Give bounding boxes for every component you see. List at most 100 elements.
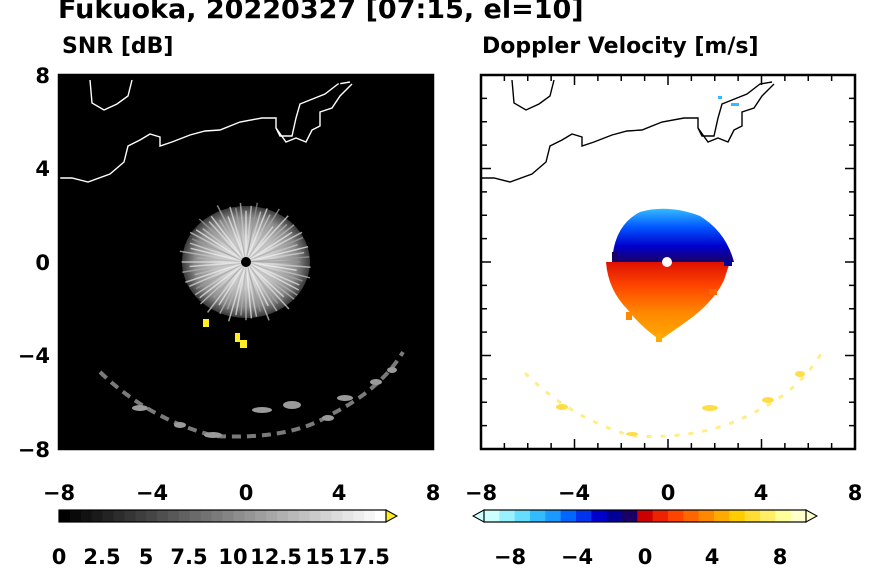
snr-echo-ray: [185, 261, 247, 284]
snr-panel-title: SNR [dB]: [62, 34, 174, 59]
snr-ytick-label: 4: [35, 157, 50, 181]
snr-ytick-label: 0: [35, 251, 50, 275]
snr-echo-ray: [207, 261, 247, 313]
doppler-clutter-arc: [523, 351, 824, 438]
snr-colorbar-segment: [91, 510, 104, 522]
snr-echo-ray: [210, 215, 247, 263]
snr-echo-ray: [245, 202, 259, 263]
doppler-harbor-outline: [697, 83, 775, 143]
snr-echo-rays: [179, 202, 311, 322]
snr-minor-ticks: [58, 74, 434, 450]
snr-echo-ray: [227, 261, 247, 322]
snr-xtick-label: 4: [332, 481, 347, 505]
doppler-plot-area: [479, 73, 857, 451]
doppler-colorbar-segment: [591, 510, 608, 522]
doppler-coastline: [481, 81, 773, 183]
doppler-colorbar: −8 −4 0 4 8: [471, 509, 819, 569]
snr-colorbar-segment: [233, 510, 245, 522]
snr-colorbar-segment: [178, 510, 191, 522]
snr-echo-ray: [245, 261, 278, 312]
doppler-colorbar-segment: [652, 510, 669, 522]
snr-colorbar-segment: [146, 510, 158, 522]
doppler-colorbar-label: −8: [494, 545, 526, 569]
snr-echo-ray: [245, 261, 303, 282]
snr-echo-ray: [245, 261, 258, 317]
snr-colorbar-segment: [255, 510, 267, 522]
snr-colorbar-segment: [277, 510, 289, 522]
snr-colorbar-segment: [168, 510, 180, 522]
doppler-panel-title: Doppler Velocity [m/s]: [482, 34, 759, 59]
snr-echo-ray: [245, 261, 300, 286]
snr-echo-ray: [195, 261, 247, 290]
snr-colorbar-label: 10: [218, 545, 247, 569]
snr-echo-ray: [235, 261, 247, 316]
snr-echo-ray: [245, 261, 298, 296]
snr-colorbar-segment: [59, 510, 71, 522]
doppler-echo-fringe: [612, 252, 732, 342]
doppler-colorbar-extend-left: [471, 509, 485, 523]
snr-colorbar-segment: [375, 510, 387, 522]
snr-xtick-label: 0: [239, 481, 254, 505]
doppler-colorbar-segment: [514, 510, 531, 522]
snr-coastline: [59, 81, 351, 183]
doppler-colorbar-segment: [790, 510, 807, 522]
snr-echo-ray: [199, 261, 247, 299]
doppler-colorbar-segment: [606, 510, 623, 522]
snr-colorbar-segment: [364, 510, 376, 522]
snr-echo-ray: [245, 261, 279, 305]
doppler-colorbar-segment: [729, 510, 746, 522]
doppler-colorbar-extend-right: [805, 509, 819, 523]
snr-echo-ray: [245, 208, 280, 263]
snr-colorbar-segment: [124, 510, 136, 522]
doppler-xtick-label: −4: [558, 481, 590, 505]
snr-echo-ray: [245, 261, 290, 310]
snr-echo-ray: [245, 261, 311, 279]
snr-echo-ray: [218, 261, 247, 306]
snr-colorbar-segment: [320, 510, 333, 522]
doppler-colorbar-label: 0: [638, 545, 653, 569]
doppler-colorbar-frame: [483, 509, 807, 523]
snr-echo-ray: [182, 261, 247, 274]
doppler-colorbar-segment: [668, 510, 684, 522]
snr-echo-ray: [245, 224, 295, 263]
snr-echo-ray: [218, 219, 247, 263]
doppler-xtick-label: 4: [754, 481, 769, 505]
snr-colorbar-label: 5: [139, 545, 154, 569]
snr-colorbar-frame: [58, 509, 387, 523]
snr-colorbar-segment: [135, 510, 147, 522]
snr-echo-ray: [229, 206, 247, 263]
snr-xtick-label: 8: [426, 481, 441, 505]
doppler-speck-1: [718, 96, 722, 99]
snr-colorbar-label: 15: [305, 545, 334, 569]
doppler-colorbar-segment: [714, 510, 730, 522]
snr-echo-ray: [245, 261, 253, 319]
doppler-colorbar-segment: [744, 510, 761, 522]
snr-echo-ray: [208, 220, 247, 263]
doppler-colorbar-segment: [560, 510, 577, 522]
snr-echo-ray: [198, 218, 247, 263]
snr-colorbar-segment: [157, 510, 169, 522]
doppler-radar-site-marker: [662, 257, 672, 267]
snr-echo-ray: [245, 208, 268, 263]
snr-echo-ray: [245, 215, 289, 263]
doppler-xtick-label: 8: [848, 481, 863, 505]
snr-colorbar-label: 7.5: [170, 545, 207, 569]
snr-echo-ray: [245, 223, 288, 263]
snr-echo-ray: [227, 216, 247, 263]
doppler-colorbar-segment: [698, 510, 715, 522]
snr-colorbar-segment: [102, 510, 115, 522]
doppler-colorbar-segment: [637, 510, 654, 522]
snr-echo-ray: [245, 261, 311, 268]
snr-colorbar-segment: [80, 510, 93, 522]
snr-colorbar-segment: [331, 510, 343, 522]
snr-echo-ray: [226, 261, 247, 310]
snr-colorbar-segment: [342, 510, 354, 522]
snr-colorbar: 0 2.5 5 7.5 10 12.5 15 17.5: [52, 509, 399, 569]
snr-echo-ray: [189, 261, 247, 287]
doppler-colorbar-label: 8: [773, 545, 788, 569]
snr-ytick-label: −4: [18, 344, 50, 368]
snr-echo-ray: [234, 207, 247, 263]
snr-ytick-label: 8: [35, 64, 50, 88]
snr-echo-ray: [219, 261, 247, 315]
snr-echo-ray: [189, 242, 247, 263]
